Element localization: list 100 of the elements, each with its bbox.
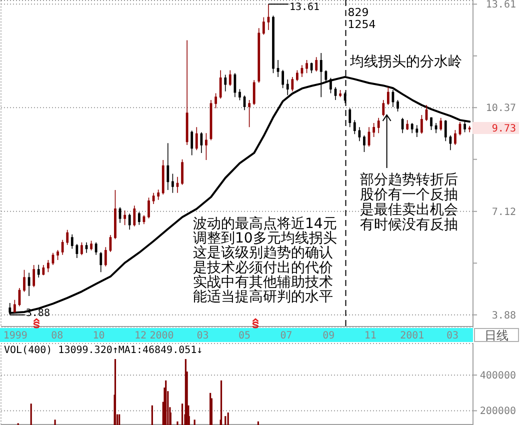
candlestick — [176, 176, 179, 194]
candlestick — [430, 116, 432, 130]
candlestick — [416, 124, 418, 138]
candlestick — [70, 234, 74, 250]
x-tick-label: 11 — [364, 330, 376, 342]
candlestick — [267, 4, 270, 30]
x-tick-label: 03 — [446, 330, 458, 342]
candlestick — [310, 62, 313, 74]
candlestick — [363, 135, 366, 152]
x-axis-title: 日线 — [484, 328, 508, 342]
candlestick — [138, 212, 140, 226]
candlestick — [353, 120, 356, 135]
candlestick — [205, 132, 208, 160]
candlestick — [190, 130, 194, 156]
candlestick — [162, 160, 164, 195]
candlestick — [406, 120, 409, 130]
candlestick — [348, 108, 352, 128]
candlestick — [56, 250, 59, 260]
candlestick — [339, 90, 342, 98]
annotation: 3.88 — [26, 308, 50, 319]
candlestick — [238, 88, 241, 101]
candlestick — [94, 242, 98, 256]
y-tick-label: 10.37 — [486, 103, 516, 114]
candlestick — [28, 272, 30, 296]
candlestick — [386, 86, 390, 106]
candlestick — [214, 92, 217, 109]
candlestick — [37, 264, 40, 278]
candlestick — [454, 130, 456, 146]
candlestick — [258, 28, 260, 84]
x-tick-label: 08 — [51, 330, 64, 342]
candlestick — [228, 70, 232, 86]
candlestick — [296, 70, 298, 82]
candlestick — [100, 252, 102, 272]
annotation: 均线拐头的分水岭 — [349, 54, 462, 70]
ref-line-label: 829 1254 — [348, 6, 376, 31]
x-tick-label: 03 — [196, 330, 209, 342]
candlestick — [42, 264, 45, 276]
annotation: 波动的最高点将近14元调整到10多元均线拐头这是该级别趋势的确认是技术必须付出的代价实战中有其他辅助技术能适当提高研判的水平 — [193, 216, 337, 305]
candlestick — [32, 264, 36, 288]
candlestick — [410, 122, 414, 134]
candlestick — [396, 100, 399, 112]
candlestick — [23, 269, 26, 292]
chart-title: VOL(400) 13099.320↑MA1:46849.051↓ — [4, 345, 203, 356]
candlestick — [186, 40, 188, 146]
candlestick — [382, 100, 385, 117]
candlestick — [272, 15, 274, 74]
candlestick — [252, 80, 256, 106]
candlestick — [200, 132, 203, 154]
candlestick — [315, 56, 318, 72]
candlestick — [262, 16, 265, 36]
candlestick — [114, 190, 116, 240]
candlestick — [449, 135, 452, 150]
candlestick — [420, 114, 423, 134]
candlestick — [166, 142, 170, 190]
candlestick — [224, 74, 227, 92]
candlestick — [124, 210, 126, 226]
x-tick-label: 07 — [280, 330, 292, 342]
candlestick — [219, 70, 222, 100]
candlestick — [291, 76, 294, 92]
candlestick — [306, 60, 308, 74]
candlestick — [248, 100, 251, 128]
candlestick — [172, 173, 174, 194]
annotation: 9.73 — [492, 124, 516, 135]
candlestick — [444, 120, 447, 142]
candlestick — [468, 125, 471, 133]
candlestick — [195, 126, 198, 150]
candlestick — [80, 242, 83, 256]
candlestick — [61, 239, 64, 256]
candlestick — [334, 86, 337, 100]
candlestick — [157, 189, 160, 200]
candlestick — [282, 70, 284, 89]
x-tick-label: 10 — [92, 330, 105, 342]
candlestick — [66, 230, 69, 246]
x-tick-label: 05 — [238, 330, 251, 342]
candlestick — [90, 240, 92, 251]
candlestick — [133, 205, 136, 227]
candlestick — [434, 122, 438, 134]
annotation: 部分趋势转折后股价有一个反抽是最佳卖出机会有时候没有反抽 — [360, 172, 458, 233]
x-tick-label: 2000 — [150, 330, 174, 342]
candlestick — [377, 117, 380, 134]
candlestick — [85, 242, 88, 254]
x-tick-label: 12 — [134, 330, 147, 342]
y-tick-label: 7.12 — [492, 206, 516, 218]
candlestick — [181, 158, 184, 186]
x-tick-label: 1999 — [3, 330, 28, 342]
candlestick — [286, 79, 289, 96]
candlestick — [464, 120, 466, 133]
x-tick-label: 2001 — [400, 330, 424, 342]
y-tick-label: 200000 — [480, 406, 516, 418]
candlestick — [104, 246, 107, 267]
candlestick — [109, 234, 112, 252]
y-tick-label: 400000 — [480, 370, 516, 382]
candlestick — [372, 122, 376, 138]
y-tick-label: 3.88 — [492, 310, 516, 322]
candlestick — [47, 260, 50, 272]
candlestick — [300, 64, 304, 78]
candlestick — [76, 244, 78, 258]
candlestick — [148, 197, 150, 219]
candlestick — [358, 126, 361, 142]
candlestick — [128, 213, 131, 230]
